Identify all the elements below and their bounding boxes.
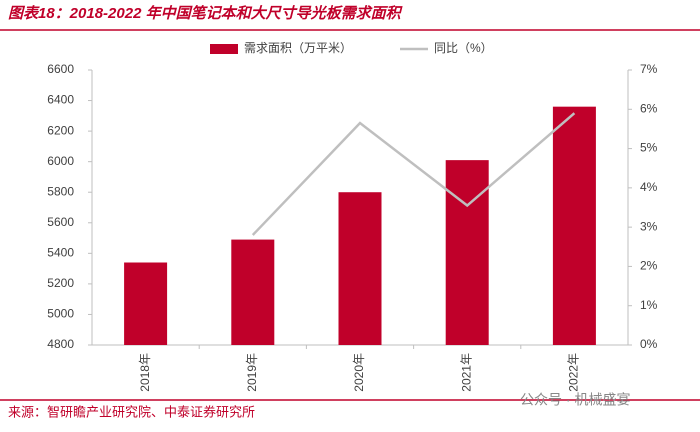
y2-tick-label: 4% <box>640 180 658 194</box>
bar <box>445 160 489 345</box>
y-tick-label: 6200 <box>47 123 74 137</box>
y2-tick-label: 1% <box>640 298 658 312</box>
y-tick-label: 6600 <box>47 62 74 76</box>
line <box>251 112 576 236</box>
y2-tick-label: 0% <box>640 337 658 351</box>
y2-tick-label: 6% <box>640 101 658 115</box>
y-tick-label: 6000 <box>47 154 74 168</box>
y-tick-label: 5600 <box>47 215 74 229</box>
y2-tick-label: 5% <box>640 141 658 155</box>
bar <box>338 192 382 345</box>
y-tick-label: 5000 <box>47 307 74 321</box>
y-tick-label: 6400 <box>47 93 74 107</box>
y-tick-label: 4800 <box>47 337 74 351</box>
y-tick-label: 5800 <box>47 184 74 198</box>
x-tick-label: 2022年 <box>567 353 581 392</box>
x-tick-label: 2019年 <box>245 353 259 392</box>
bar <box>124 262 168 345</box>
chart-title: 图表18：2018-2022 年中国笔记本和大尺寸导光板需求面积 <box>8 4 403 22</box>
legend-label: 需求面积（万平米） <box>244 41 352 55</box>
y2-tick-label: 7% <box>640 62 658 76</box>
source: 来源：智研瞻产业研究院、中泰证券研究所 <box>8 404 255 419</box>
bar <box>552 106 596 346</box>
x-tick-label: 2021年 <box>459 353 473 392</box>
legend-swatch <box>210 44 238 54</box>
x-tick-label: 2020年 <box>352 353 366 392</box>
bar <box>231 239 275 345</box>
y-tick-label: 5400 <box>47 246 74 260</box>
legend-label: 同比（%） <box>434 41 493 55</box>
x-tick-label: 2018年 <box>138 353 152 392</box>
y2-tick-label: 2% <box>640 259 658 273</box>
y-tick-label: 5200 <box>47 276 74 290</box>
y2-tick-label: 3% <box>640 219 658 233</box>
watermark: 公众号 · 机械盛宴 <box>520 392 630 408</box>
